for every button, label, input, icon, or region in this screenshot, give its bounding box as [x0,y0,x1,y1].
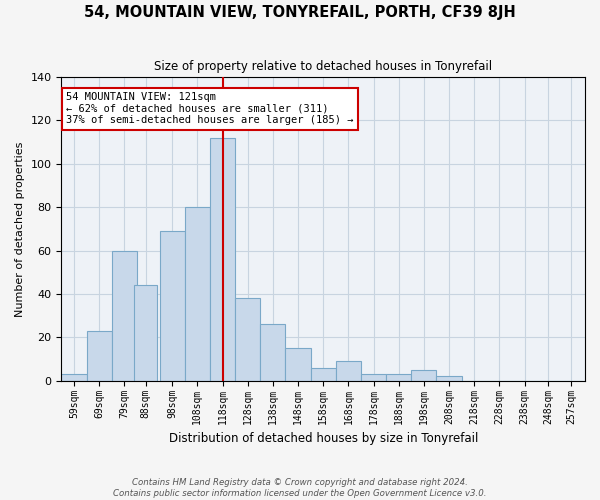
Bar [134,286,157,381]
Bar [185,207,210,381]
X-axis label: Distribution of detached houses by size in Tonyrefail: Distribution of detached houses by size … [169,432,478,445]
Text: 54, MOUNTAIN VIEW, TONYREFAIL, PORTH, CF39 8JH: 54, MOUNTAIN VIEW, TONYREFAIL, PORTH, CF… [84,5,516,20]
Bar [361,374,386,381]
Bar [436,376,461,381]
Bar [210,138,235,381]
Bar [412,370,436,381]
Text: 54 MOUNTAIN VIEW: 121sqm
← 62% of detached houses are smaller (311)
37% of semi-: 54 MOUNTAIN VIEW: 121sqm ← 62% of detach… [67,92,354,126]
Bar [86,331,112,381]
Y-axis label: Number of detached properties: Number of detached properties [15,141,25,316]
Bar [336,361,361,381]
Bar [61,374,86,381]
Bar [260,324,286,381]
Bar [235,298,260,381]
Bar [160,231,185,381]
Title: Size of property relative to detached houses in Tonyrefail: Size of property relative to detached ho… [154,60,492,73]
Text: Contains HM Land Registry data © Crown copyright and database right 2024.
Contai: Contains HM Land Registry data © Crown c… [113,478,487,498]
Bar [386,374,412,381]
Bar [311,368,336,381]
Bar [112,250,137,381]
Bar [286,348,311,381]
